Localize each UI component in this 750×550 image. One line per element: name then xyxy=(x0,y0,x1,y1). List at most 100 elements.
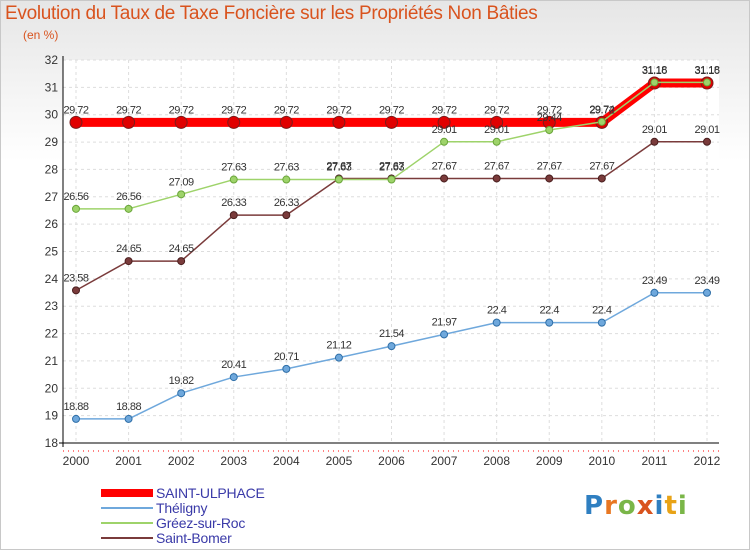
y-tick-label: 26 xyxy=(45,217,59,231)
data-label: 27.67 xyxy=(432,160,457,172)
data-label: 23.49 xyxy=(642,275,667,287)
data-point xyxy=(174,115,188,129)
x-tick-label: 2010 xyxy=(588,454,615,468)
data-point xyxy=(703,78,711,87)
data-point xyxy=(703,137,711,146)
data-label: 27.67 xyxy=(537,160,562,172)
data-label: 29.72 xyxy=(116,104,141,116)
data-label: 27.63 xyxy=(274,162,299,174)
x-tick-label: 2008 xyxy=(483,454,510,468)
data-label: 29.72 xyxy=(379,104,404,116)
legend-item-greez-sur-roc: Gréez-sur-Roc xyxy=(101,515,245,531)
x-tick-label: 2000 xyxy=(63,454,90,468)
data-point xyxy=(440,137,449,146)
data-label: 21.97 xyxy=(432,316,457,328)
data-point xyxy=(650,78,659,87)
x-tick-label: 2012 xyxy=(694,454,721,468)
chart-title: Evolution du Taux de Taxe Foncière sur l… xyxy=(5,3,538,24)
logo-letter: P xyxy=(584,491,605,521)
y-tick-label: 18 xyxy=(45,436,59,450)
data-label: 27.63 xyxy=(326,162,351,174)
legend-label: SAINT-ULPHACE xyxy=(156,485,265,501)
data-label: 29.72 xyxy=(484,104,509,116)
data-point xyxy=(387,342,396,351)
y-tick-label: 24 xyxy=(45,272,59,286)
y-tick-label: 21 xyxy=(45,354,59,368)
legend-item-saint-bomer: Saint-Bomer xyxy=(101,530,232,546)
data-label: 31.16 xyxy=(694,65,719,77)
y-tick-label: 30 xyxy=(45,108,59,122)
data-point xyxy=(69,115,83,129)
x-tick-label: 2009 xyxy=(536,454,563,468)
data-point xyxy=(177,190,186,199)
y-tick-label: 27 xyxy=(45,190,59,204)
data-label: 29.01 xyxy=(432,124,457,136)
data-label: 26.33 xyxy=(221,197,246,209)
data-point xyxy=(332,115,346,129)
data-point xyxy=(124,414,133,423)
data-point xyxy=(334,175,343,184)
data-point xyxy=(597,117,606,126)
data-label: 18.88 xyxy=(116,401,141,413)
data-point xyxy=(279,115,293,129)
data-label: 31.18 xyxy=(642,64,667,76)
y-tick-label: 23 xyxy=(45,299,59,313)
data-label: 29.72 xyxy=(537,104,562,116)
legend-label: Gréez-sur-Roc xyxy=(156,515,246,531)
data-point xyxy=(229,175,238,184)
data-point xyxy=(227,115,241,129)
y-tick-label: 31 xyxy=(45,80,59,94)
legend-item-theligny: Théligny xyxy=(101,500,208,516)
data-point xyxy=(177,257,186,266)
data-label: 26.56 xyxy=(116,191,141,203)
data-point xyxy=(177,389,186,398)
data-label: 29.72 xyxy=(274,104,299,116)
data-label: 22.4 xyxy=(540,305,560,317)
x-tick-label: 2002 xyxy=(168,454,195,468)
data-label: 27.63 xyxy=(379,162,404,174)
data-point xyxy=(229,373,238,382)
data-point xyxy=(282,211,291,220)
data-point xyxy=(492,318,501,327)
x-tick-label: 2005 xyxy=(326,454,353,468)
data-point xyxy=(490,115,504,129)
data-label: 29.74 xyxy=(589,104,614,116)
data-point xyxy=(492,137,501,146)
data-point xyxy=(282,364,291,373)
data-label: 21.54 xyxy=(379,328,404,340)
legend-swatch xyxy=(101,522,153,524)
data-point xyxy=(72,414,80,423)
data-label: 21.12 xyxy=(326,340,351,352)
data-point xyxy=(72,204,80,213)
data-label: 27.67 xyxy=(326,160,351,172)
data-point xyxy=(229,211,238,220)
data-point xyxy=(545,318,554,327)
data-label: 29.72 xyxy=(326,104,351,116)
data-point xyxy=(334,353,343,362)
x-tick-label: 2004 xyxy=(273,454,300,468)
x-tick-label: 2003 xyxy=(220,454,247,468)
data-point xyxy=(124,204,133,213)
data-label: 20.41 xyxy=(221,359,246,371)
legend-item-saint-ulphace: SAINT-ULPHACE xyxy=(101,485,265,501)
data-label: 27.63 xyxy=(221,162,246,174)
data-label: 29.01 xyxy=(484,124,509,136)
legend-label: Saint-Bomer xyxy=(156,530,232,546)
legend-swatch xyxy=(101,507,153,509)
data-label: 20.71 xyxy=(274,351,299,363)
x-tick-label: 2007 xyxy=(431,454,458,468)
proxiti-logo: Proxiti xyxy=(584,491,688,521)
data-label: 23.49 xyxy=(694,275,719,287)
data-label: 23.58 xyxy=(63,272,88,284)
data-point xyxy=(387,175,396,184)
y-tick-label: 29 xyxy=(45,135,59,149)
data-label: 29.72 xyxy=(432,104,457,116)
data-point xyxy=(282,175,291,184)
data-label: 18.88 xyxy=(63,401,88,413)
data-label: 24.65 xyxy=(169,243,194,255)
data-label: 29.01 xyxy=(642,124,667,136)
data-point xyxy=(597,174,606,183)
logo-letter: r xyxy=(604,491,618,521)
data-label: 19.82 xyxy=(169,375,194,387)
data-point xyxy=(545,126,554,135)
